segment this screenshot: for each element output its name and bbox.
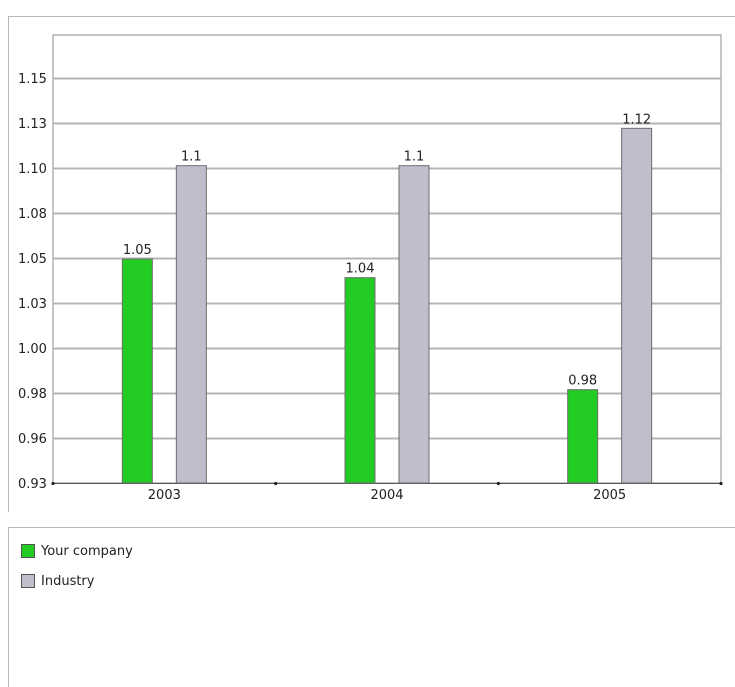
data-label: 1.1 <box>181 150 202 165</box>
axis-dot <box>719 481 723 486</box>
data-label: 1.1 <box>404 150 425 165</box>
axis-dot <box>496 481 500 486</box>
y-tick-label: 0.96 <box>18 432 47 447</box>
y-tick-label: 1.10 <box>18 162 47 177</box>
data-label: 1.04 <box>346 262 375 277</box>
legend-label: Industry <box>41 573 95 589</box>
y-tick-label: 1.13 <box>18 117 47 132</box>
x-tick-label: 2004 <box>370 488 403 503</box>
legend-swatch <box>21 574 35 588</box>
bar <box>121 258 153 484</box>
y-tick-label: 1.00 <box>18 342 47 357</box>
axis-dot <box>274 481 278 486</box>
x-tick-label: 2003 <box>148 488 181 503</box>
bar <box>175 165 207 484</box>
y-tick-label: 0.98 <box>18 387 47 402</box>
y-tick-label: 1.15 <box>18 72 47 87</box>
y-tick-label: 1.08 <box>18 207 47 222</box>
y-tick-label: 0.93 <box>18 477 47 492</box>
chart-panel: 0.93 0.96 0.98 1.00 1.03 1.05 1.08 1.10 1.13 1.15… <box>8 16 735 512</box>
data-label: 1.05 <box>123 243 152 258</box>
bar-chart: 0.93 0.96 0.98 1.00 1.03 1.05 1.08 1.10 1.13 1.15… <box>18 34 723 503</box>
bar <box>398 165 430 484</box>
y-tick-label: 1.03 <box>18 297 47 312</box>
data-label: 1.12 <box>622 112 651 127</box>
legend: Your company Industry <box>8 527 735 687</box>
bar <box>567 389 599 484</box>
legend-item: Industry <box>21 572 94 590</box>
axis-dot <box>51 481 55 486</box>
x-tick-label: 2005 <box>593 488 626 503</box>
data-label: 0.98 <box>568 374 597 389</box>
chart-title-area <box>0 0 735 16</box>
bar <box>621 127 653 484</box>
legend-item: Your company <box>21 542 133 560</box>
legend-label: Your company <box>41 543 133 559</box>
bar <box>344 277 376 484</box>
legend-swatch <box>21 544 35 558</box>
y-tick-label: 1.05 <box>18 252 47 267</box>
